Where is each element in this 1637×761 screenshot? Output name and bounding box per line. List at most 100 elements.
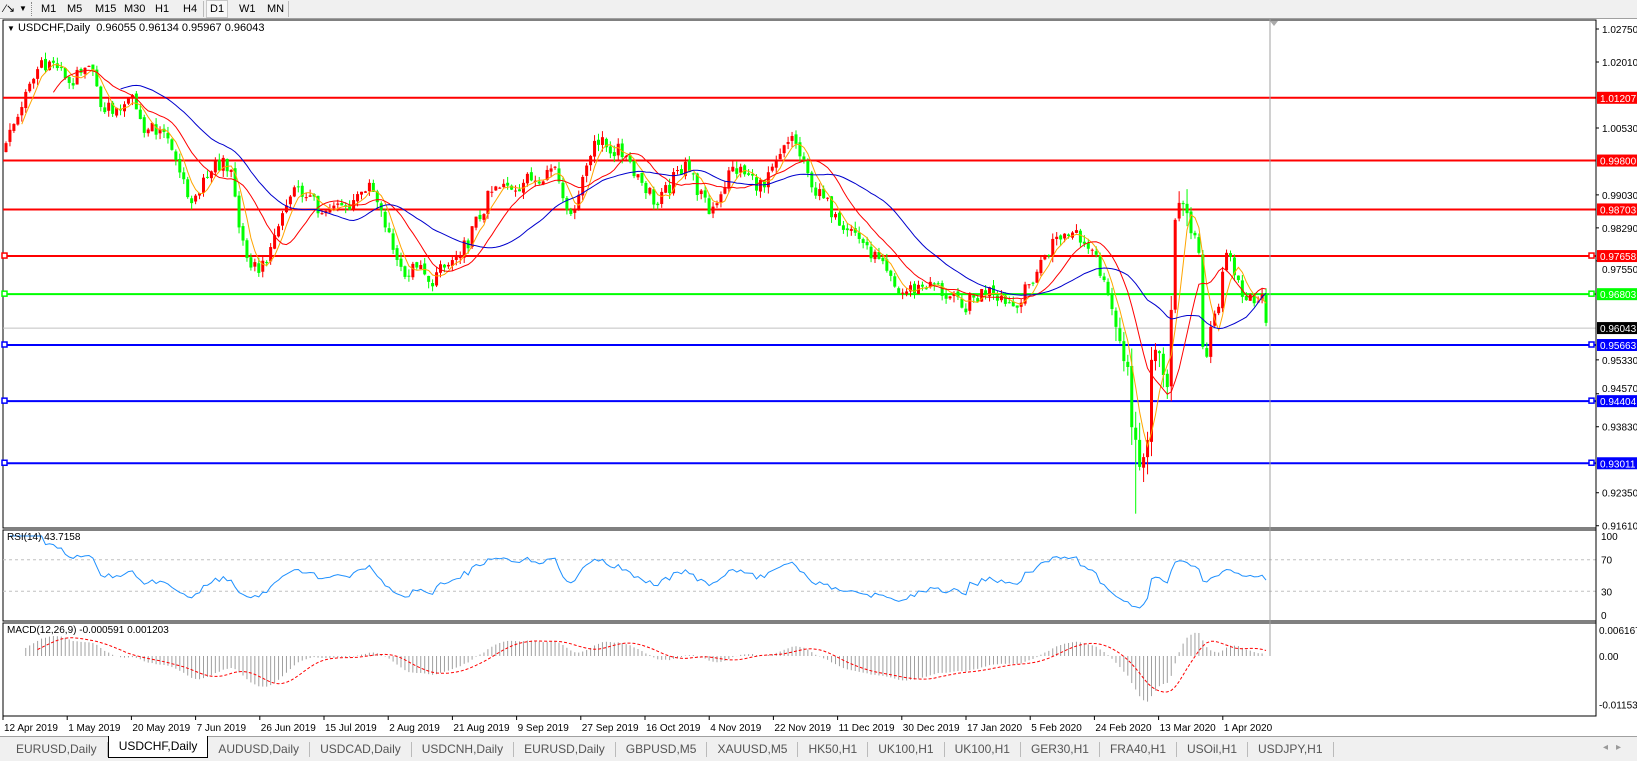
tab-usoil-h1[interactable]: USOil,H1 [1177,741,1249,757]
candle [573,205,577,220]
tab-usdchf-daily[interactable]: USDCHF,Daily [107,736,209,758]
candle [71,78,75,90]
candle [186,176,190,199]
candle [909,281,913,297]
candle [225,158,229,177]
candle [814,181,818,199]
candle [1015,305,1019,314]
toolbar-grip[interactable] [31,2,34,16]
candle [1031,281,1035,287]
candle [1142,453,1146,483]
candle [901,288,905,300]
candle [849,224,853,236]
date-axis: 12 Apr 2019 1 May 2019 20 May 2019 7 Jun 20… [2,716,1273,734]
tab-scroll-arrows-icon[interactable]: ◂▸ [1602,742,1629,753]
tab-gbpusd-m5[interactable]: GBPUSD,M5 [616,741,708,757]
candle [1090,248,1094,256]
tab-uk100-h1[interactable]: UK100,H1 [868,741,945,757]
candle [383,208,387,233]
tab-eurusd-daily[interactable]: EURUSD,Daily [6,741,108,757]
price-chart[interactable]: 1.02750 1.02010 1.00530 0.99030 0.98290 0.975… [0,18,1637,736]
price-tick-label: 0.99030 [1602,191,1637,202]
candle [802,152,806,164]
date-label: 15 Jul 2019 [325,723,377,734]
candle [47,60,51,71]
candle [778,148,782,160]
candle [395,245,399,267]
tab-usdjpy-h1[interactable]: USDJPY,H1 [1248,741,1334,757]
level-price-tag [1597,395,1637,408]
candle [632,160,636,179]
date-label: 1 Apr 2020 [1224,723,1273,734]
date-label: 2 Aug 2019 [389,723,440,734]
rsi-tick-label: 0 [1601,611,1607,622]
tab-audusd-daily[interactable]: AUDUSD,Daily [208,741,311,757]
timeframe-w1[interactable]: W1 [239,3,256,15]
tab-eurusd-daily[interactable]: EURUSD,Daily [514,741,616,757]
candle [217,153,221,172]
level-handle [1588,290,1595,297]
candle [703,186,707,203]
candle [1221,266,1225,313]
tab-xauusd-m5[interactable]: XAUUSD,M5 [707,741,799,757]
candle [40,57,44,69]
candle [1074,224,1078,234]
timeframe-mn[interactable]: MN [267,3,285,15]
candle [296,180,300,193]
rsi-line [9,535,1267,609]
ma-mid-line [52,69,1267,395]
date-label: 4 Nov 2019 [710,723,762,734]
timeframe-h4[interactable]: H4 [183,3,198,15]
candle [32,77,36,89]
candle [403,265,407,280]
candle [940,280,944,301]
candle [490,186,494,198]
date-label: 16 Oct 2019 [646,723,701,734]
candle [435,266,439,288]
candle [600,131,604,152]
candle [178,153,182,179]
tab-ger30-h1[interactable]: GER30,H1 [1021,741,1100,757]
date-label: 17 Jan 2020 [967,723,1022,734]
candle [545,165,549,181]
price-tick-label: 1.02010 [1602,58,1637,69]
tab-usdcnh-daily[interactable]: USDCNH,Daily [412,741,515,757]
candle [482,213,486,223]
candle [332,202,336,212]
timeframe-h1[interactable]: H1 [155,3,170,15]
candle [608,141,612,159]
candle [150,122,154,132]
dropdown-arrow-icon[interactable]: ▼ [19,4,27,13]
tab-uk100-h1[interactable]: UK100,H1 [945,741,1021,757]
timeframe-d1[interactable]: D1 [206,0,229,18]
level-price-label: 0.93011 [1600,459,1636,470]
timeframe-m5[interactable]: M5 [67,3,83,15]
level-price-label: 0.98703 [1600,205,1637,216]
candle [1232,254,1236,282]
tab-usdcad-daily[interactable]: USDCAD,Daily [310,741,412,757]
candle [766,166,770,194]
level-price-tag [1597,91,1637,104]
candle [798,136,802,163]
candle [1169,296,1173,402]
timeframe-m1[interactable]: M1 [41,3,57,15]
candle [170,138,174,151]
candle [360,191,363,200]
candle [699,188,703,200]
candle [1201,250,1205,350]
timeframe-m30[interactable]: M30 [124,3,146,15]
timeframe-m15[interactable]: M15 [95,3,117,15]
level-price-tag [1597,203,1637,216]
date-label: 21 Aug 2019 [453,723,510,734]
candle [1055,232,1059,246]
level-price-tag [1597,250,1637,263]
date-label: 11 Dec 2019 [839,723,895,734]
collapse-arrow-icon[interactable]: ▼ [7,24,15,33]
tab-hk50-h1[interactable]: HK50,H1 [798,741,869,757]
candle [1134,411,1138,514]
line-tool-icon[interactable]: ⁄↘ [4,3,16,15]
candle [691,172,695,181]
tab-fra40-h1[interactable]: FRA40,H1 [1100,741,1177,757]
candle [739,163,743,178]
candle [841,220,845,234]
